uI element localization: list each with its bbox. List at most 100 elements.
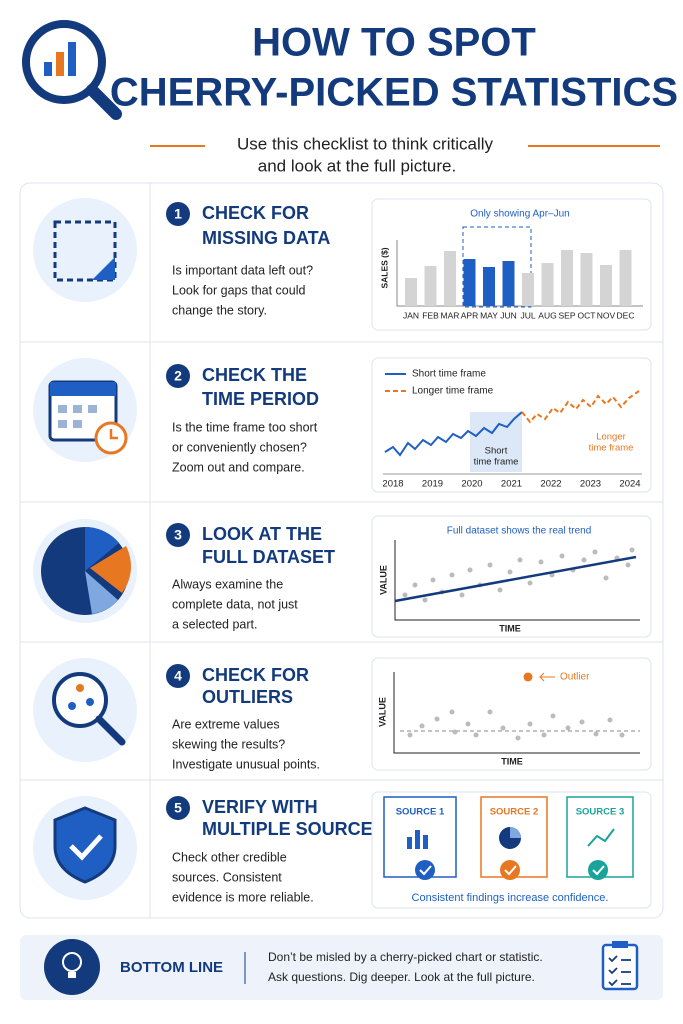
axis-label: VALUE [378,565,388,595]
step-body: or conveniently chosen? [172,440,307,454]
chart-caption: Consistent findings increase confidence. [412,892,609,904]
x-tick-label: SEP [558,310,575,320]
source-label: SOURCE 3 [576,807,625,818]
step-body: a selected part. [172,617,257,631]
axis-label: TIME [499,623,521,633]
x-tick-label: 2020 [461,479,482,490]
bar [424,266,437,306]
bottom-text: Don’t be misled by a cherry-picked chart… [268,950,543,964]
bar [541,263,554,306]
icon-pie [33,519,137,623]
source-card [480,796,548,880]
step-number: 5 [174,800,182,816]
x-tick-label: OCT [578,310,596,320]
bar [600,265,612,306]
x-tick-label: JUN [500,310,517,320]
step-heading: CHECK FOR [202,203,309,223]
chart-caption: Full dataset shows the real trend [447,526,592,537]
bar [561,250,573,306]
axis [394,540,640,621]
step-badge [166,523,190,547]
step-heading: FULL DATASET [202,547,335,567]
outlier-dot [523,672,533,682]
step-number: 1 [174,206,182,222]
x-tick-label: 2022 [540,479,561,490]
step-body: Are extreme values [172,717,280,731]
bar [463,259,476,306]
trend-line [394,555,637,603]
long-line [521,390,640,424]
x-tick-label: JAN [403,310,419,320]
source-label: SOURCE 2 [490,807,539,818]
icon-shield [33,796,137,900]
axis-label: VALUE [377,697,387,727]
step-badge [166,202,190,226]
subtitle: and look at the full picture. [258,156,456,175]
x-tick-label: AUG [538,310,556,320]
x-tick-label: 2023 [580,479,601,490]
source-card [566,796,634,880]
highlight-zone [470,412,522,472]
clipboard-icon [601,941,639,991]
step-body: complete data, not just [172,597,298,611]
title: CHERRY-PICKED STATISTICS [110,71,678,115]
step-body: change the story. [172,303,267,317]
icon-missing [33,198,137,302]
arrow [539,672,555,682]
x-tick-label: 2021 [501,479,522,490]
step-heading: OUTLIERS [202,687,293,707]
step-heading: LOOK AT THE [202,524,322,544]
x-tick-label: MAR [441,310,460,320]
step-heading: CHECK FOR [202,665,309,685]
source-label: SOURCE 1 [396,807,445,818]
x-tick-label: FEB [422,310,439,320]
scatter-dots [407,709,625,741]
icon-calendar [33,358,137,462]
x-tick-label: 2019 [422,479,443,490]
step-number: 4 [174,668,182,684]
logo-icon [22,20,122,120]
step-body: Check other credible [172,850,287,864]
step-number: 3 [174,527,182,543]
annotation: time frame [589,443,634,454]
step-body: Is the time frame too short [172,420,318,434]
x-tick-label: APR [461,310,478,320]
step-heading: MULTIPLE SOURCES [202,819,385,839]
step-body: evidence is more reliable. [172,890,314,904]
x-tick-label: MAY [480,310,498,320]
step-body: Always examine the [172,577,283,591]
legend-label: Longer time frame [412,386,494,397]
annotation: Short [485,446,508,457]
axis-label: TIME [501,756,523,766]
bar [444,251,456,306]
bar [619,250,632,306]
source-card [383,796,457,880]
step-body: Look for gaps that could [172,283,305,297]
bottom-bar [20,935,663,1000]
axis [393,672,640,754]
x-tick-label: 2024 [619,479,640,490]
axis-label: SALES ($) [379,247,389,288]
bar [405,278,417,306]
bar [522,273,534,306]
bottom-label: BOTTOM LINE [120,959,223,976]
annotation: Outlier [560,672,590,683]
bar [580,253,593,306]
subtitle: Use this checklist to think critically [237,134,494,153]
bulb-icon [44,939,100,995]
step-body: Zoom out and compare. [172,460,305,474]
x-tick-label: 2018 [382,479,403,490]
bar [502,261,515,306]
step-body: skewing the results? [172,737,285,751]
bar [483,267,495,306]
step-body: Investigate unusual points. [172,757,320,771]
highlight-box [462,226,532,308]
x-tick-label: DEC [617,310,635,320]
step-body: sources. Consistent [172,870,282,884]
short-line [384,411,523,457]
step-badge [166,364,190,388]
chart-caption: Only showing Apr–Jun [470,209,570,220]
icon-outlier [33,658,137,762]
step-heading: VERIFY WITH [202,797,318,817]
